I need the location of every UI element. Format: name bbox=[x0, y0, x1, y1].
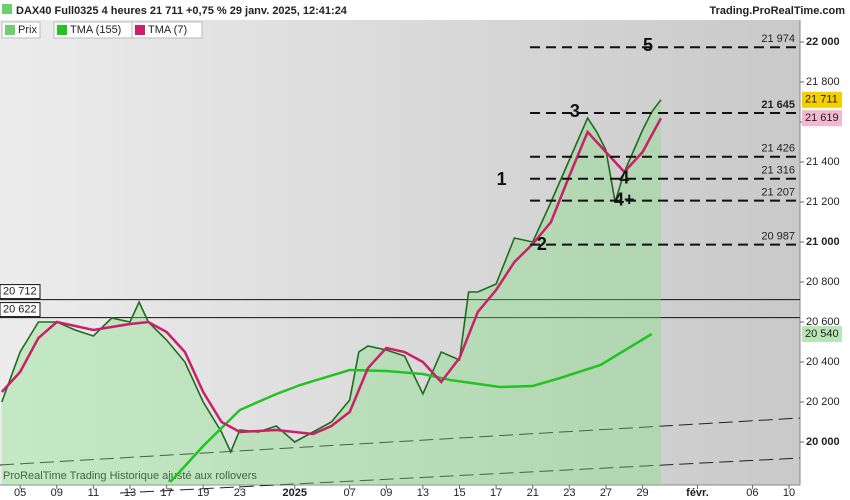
x-tick-label: févr. bbox=[686, 487, 709, 499]
legend-swatch bbox=[135, 25, 145, 35]
x-tick-label: 13 bbox=[417, 487, 429, 499]
x-tick-label: 29 bbox=[636, 487, 648, 499]
last-value-badge bbox=[802, 91, 842, 108]
label-box bbox=[0, 284, 41, 300]
x-tick-label: 19 bbox=[197, 487, 209, 499]
wave-label: 2 bbox=[537, 234, 547, 254]
support-label: 20 712 bbox=[3, 286, 37, 298]
wave-label: 4+ bbox=[614, 189, 635, 209]
y-tick-label: 22 000 bbox=[806, 36, 840, 48]
legend-box bbox=[131, 21, 203, 39]
wave-label: 1 bbox=[497, 169, 507, 189]
x-tick-label: 23 bbox=[563, 487, 575, 499]
price-area bbox=[1, 99, 661, 486]
label-box bbox=[0, 302, 41, 318]
y-tick-label: 21 000 bbox=[806, 236, 840, 248]
x-tick-label: 09 bbox=[380, 487, 392, 499]
y-tick-label: 21 200 bbox=[806, 196, 840, 208]
x-tick-label: 15 bbox=[453, 487, 465, 499]
y-tick-label: 20 600 bbox=[806, 316, 840, 328]
x-tick-label: 13 bbox=[124, 487, 136, 499]
footer: ProRealTime Trading Historique ajusté au… bbox=[3, 470, 257, 482]
legend-swatch bbox=[5, 25, 15, 35]
series-line bbox=[1, 99, 662, 454]
logo bbox=[2, 4, 12, 14]
level-label: 21 426 bbox=[761, 143, 795, 155]
legend-label: Prix bbox=[18, 24, 37, 36]
legend-swatch bbox=[57, 25, 67, 35]
source: Trading.ProRealTime.com bbox=[709, 5, 845, 17]
level-label: 21 316 bbox=[761, 165, 795, 177]
chart-title: DAX40 Full0325 4 heures 21 711 +0,75 % 2… bbox=[16, 5, 348, 17]
last-value-badge bbox=[802, 110, 842, 127]
y-tick-label: 20 800 bbox=[806, 276, 840, 288]
level-label: 20 987 bbox=[761, 231, 795, 243]
level-label: 21 207 bbox=[761, 187, 795, 199]
y-tick-label: 21 400 bbox=[806, 156, 840, 168]
legend-label: TMA (7) bbox=[148, 24, 187, 36]
y-tick-label: 20 200 bbox=[806, 396, 840, 408]
last-value-label: 21 711 bbox=[805, 94, 838, 106]
x-tick-label: 10 bbox=[783, 487, 795, 499]
x-tick-label: 21 bbox=[527, 487, 539, 499]
wave-label: 5 bbox=[643, 35, 653, 55]
x-tick-label: 07 bbox=[344, 487, 356, 499]
wave-label: 4 bbox=[619, 168, 629, 188]
x-tick-label: 27 bbox=[600, 487, 612, 499]
last-value-label: 21 619 bbox=[805, 112, 839, 124]
x-tick-label: 17 bbox=[490, 487, 502, 499]
trend-line bbox=[0, 417, 801, 466]
plot-background bbox=[0, 20, 800, 485]
wave-label: 3 bbox=[570, 101, 580, 121]
series-line bbox=[169, 332, 653, 483]
x-tick-label: 23 bbox=[234, 487, 246, 499]
last-value-label: 20 540 bbox=[805, 328, 839, 340]
x-tick-label: 2025 bbox=[282, 487, 306, 499]
last-value-badge bbox=[802, 326, 842, 342]
y-tick-label: 20 400 bbox=[806, 356, 840, 368]
y-tick-label: 21 800 bbox=[806, 76, 840, 88]
legend-label: TMA (155) bbox=[70, 24, 121, 36]
header-bar bbox=[0, 0, 850, 20]
y-tick-label: 20 000 bbox=[806, 436, 840, 448]
x-tick-label: 17 bbox=[160, 487, 172, 499]
level-label: 21 645 bbox=[761, 99, 795, 111]
x-tick-label: 06 bbox=[746, 487, 758, 499]
x-tick-label: 11 bbox=[88, 487, 99, 499]
support-label: 20 622 bbox=[3, 304, 37, 316]
trend-line bbox=[119, 457, 801, 494]
level-label: 21 974 bbox=[761, 33, 795, 45]
x-tick-label: 09 bbox=[51, 487, 63, 499]
series-line bbox=[0, 117, 662, 436]
x-tick-label: 05 bbox=[14, 487, 26, 499]
